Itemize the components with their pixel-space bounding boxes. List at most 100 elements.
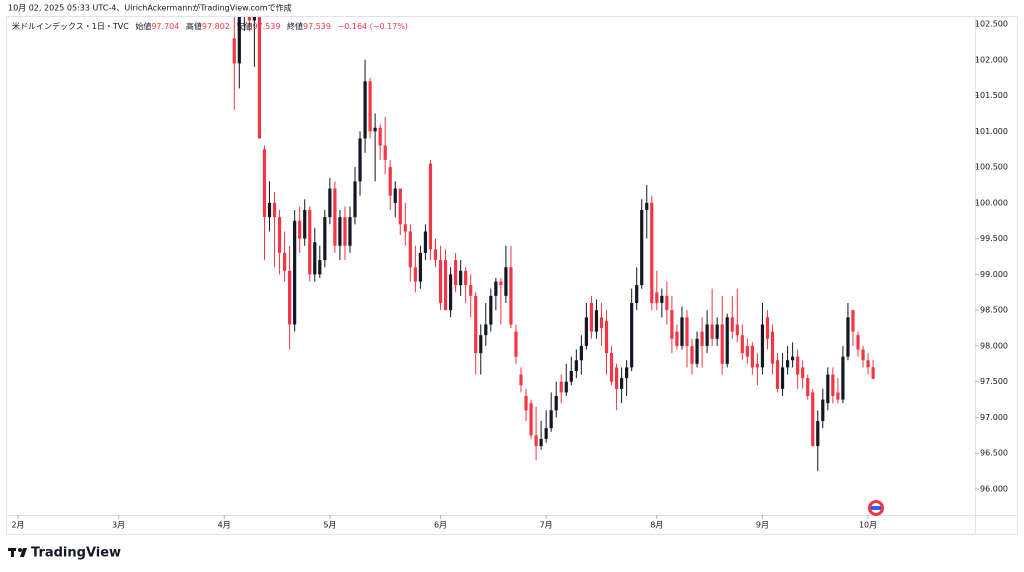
candle-body [715, 324, 719, 339]
candle-body [851, 310, 855, 332]
candle-body [403, 224, 407, 232]
candle-body [378, 127, 382, 146]
candle-body [574, 360, 578, 371]
candle-body [368, 81, 372, 132]
candle-body [690, 345, 694, 364]
x-tick-label: 8月 [650, 521, 663, 530]
candle-body [534, 435, 538, 447]
y-tick-label: 99.500 [980, 234, 1008, 243]
candle-body [519, 374, 523, 386]
candle-body [388, 167, 392, 196]
candle-body [318, 260, 322, 275]
low-value: 97.539 [252, 22, 280, 31]
candle-body [569, 370, 573, 382]
candle-body [740, 335, 744, 354]
symbol: 米ドルインデックス・1日・TVC [12, 21, 129, 31]
candle-body [559, 381, 563, 393]
candle-body [443, 260, 448, 311]
candle-body [841, 356, 845, 400]
candle-body [710, 324, 714, 339]
candle-body [836, 392, 840, 400]
candle-body [801, 367, 805, 379]
candle-body [705, 324, 709, 346]
candle-body [408, 231, 412, 268]
y-tick-label: 100.000 [975, 198, 1008, 207]
candle-body [856, 335, 860, 350]
candle-body [780, 367, 785, 389]
candle-body [871, 367, 875, 379]
candle-body [655, 292, 659, 304]
candle-body [423, 231, 428, 253]
candle-body [524, 396, 528, 411]
candle-body [257, 17, 262, 139]
candle-body [529, 403, 533, 436]
candle-body [579, 345, 583, 361]
candle-body [438, 260, 443, 304]
candle-body [484, 324, 488, 336]
candle-body [791, 356, 795, 361]
candle-body [625, 367, 629, 379]
candle-body [554, 396, 558, 411]
candle-body [760, 324, 765, 368]
candle-body [604, 320, 609, 354]
candle-body [665, 295, 669, 311]
candle-body [765, 317, 770, 339]
candle-body [785, 360, 790, 368]
y-tick-label: 97.500 [980, 377, 1008, 386]
candle-body [298, 220, 302, 239]
candle-body [796, 356, 800, 375]
y-tick-label: 101.500 [975, 91, 1008, 100]
candle-body [398, 188, 402, 225]
candle-body [353, 181, 357, 218]
candle-body [806, 378, 810, 397]
candle-body [479, 335, 483, 354]
y-tick-label: 98.500 [980, 306, 1008, 315]
chart-frame [6, 16, 1018, 535]
candle-body [267, 202, 272, 218]
candle-body [650, 202, 654, 304]
y-tick-label: 101.000 [975, 127, 1008, 136]
candle-body [614, 367, 619, 389]
candle-body [745, 345, 749, 357]
x-tick-label: 10月 [859, 521, 877, 530]
candle-body [328, 188, 332, 218]
candle-body [594, 310, 599, 332]
candle-body [539, 438, 543, 447]
y-tick-label: 96.000 [980, 485, 1008, 494]
candle-body [755, 363, 760, 368]
candle-body [609, 353, 614, 382]
candle-body [373, 127, 377, 132]
candle-body [464, 270, 468, 286]
x-tick-label: 4月 [218, 521, 231, 530]
candle-body [232, 38, 236, 64]
candle-body [262, 149, 267, 218]
brand: TradingView [31, 546, 121, 561]
candle-body [670, 310, 674, 339]
y-tick-label: 102.000 [975, 55, 1008, 64]
candle-body [770, 331, 775, 364]
candle-body [549, 410, 553, 429]
candle-body [418, 252, 422, 282]
candle-body [308, 210, 312, 275]
candle-body [358, 138, 362, 182]
candle-body [660, 295, 664, 304]
candle-body [272, 202, 277, 218]
candle-body [775, 360, 780, 389]
x-tick-label: 2月 [11, 521, 24, 530]
candle-body [343, 217, 347, 246]
candle-body [474, 295, 478, 354]
candle-body [750, 345, 754, 368]
candle-body [433, 249, 438, 261]
close-value: 97.539 [303, 22, 331, 31]
x-tick-label: 9月 [756, 521, 769, 530]
low-label: 安値 [236, 21, 252, 31]
y-tick-label: 97.000 [980, 413, 1008, 422]
candle-body [620, 378, 624, 389]
candle-body [584, 317, 588, 346]
candle-body [323, 217, 327, 261]
x-tick-label: 6月 [434, 521, 447, 530]
y-tick-label: 96.500 [980, 449, 1008, 458]
candle-body [338, 217, 342, 246]
y-tick-label: 99.000 [980, 270, 1008, 279]
